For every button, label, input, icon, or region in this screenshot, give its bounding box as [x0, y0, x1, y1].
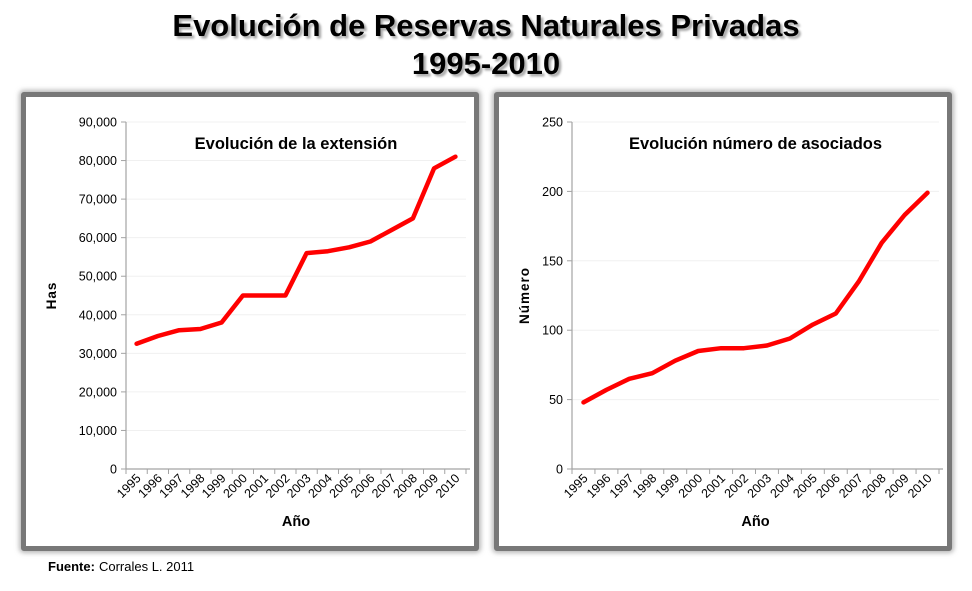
- y-tick-label: 200: [542, 185, 563, 199]
- y-tick-label: 150: [542, 254, 563, 268]
- x-tick-label: 1998: [630, 471, 660, 501]
- x-tick-label: 2006: [813, 471, 843, 501]
- x-tick-label: 2010: [433, 471, 463, 501]
- x-tick-label: 1995: [561, 471, 591, 501]
- y-tick-label: 250: [542, 116, 563, 130]
- x-tick-label: 2000: [676, 471, 706, 501]
- y-tick-label: 60,000: [79, 231, 117, 245]
- y-tick-label: 80,000: [79, 154, 117, 168]
- page-title-line2: 1995-2010: [411, 46, 561, 81]
- source-note: Fuente: Corrales L. 2011: [48, 559, 194, 574]
- x-tick-label: 1999: [653, 471, 683, 501]
- y-tick-label: 30,000: [79, 347, 117, 361]
- y-axis-title: Has: [44, 282, 59, 310]
- x-tick-label: 2005: [790, 471, 820, 501]
- x-tick-label: 2003: [745, 471, 775, 501]
- extension-chart-svg: 0 10,000 20,000 30,000 40,000 50,000 60,000 70,…: [44, 116, 470, 530]
- y-axis-title: Número: [517, 267, 532, 324]
- chart-title: Evolución número de asociados: [629, 135, 882, 153]
- x-tick-label: 1997: [607, 471, 637, 501]
- y-tick-label: 20,000: [79, 385, 117, 399]
- series-line: [134, 154, 458, 346]
- y-tick-label: 10,000: [79, 424, 117, 438]
- chart-title: Evolución de la extensión: [195, 135, 398, 153]
- y-tick-label: 50: [549, 393, 563, 407]
- x-tick-label: 2010: [905, 471, 935, 501]
- page-title-line1: Evolución de Reservas Naturales Privadas: [172, 8, 800, 43]
- x-tick-label: 2001: [699, 471, 729, 501]
- y-tick-label: 100: [542, 324, 563, 338]
- x-tick-label: 2009: [882, 471, 912, 501]
- source-label: Fuente:: [48, 559, 95, 574]
- series-line: [581, 190, 930, 405]
- y-tick-label: 0: [556, 463, 563, 477]
- x-tick-label: 2002: [722, 471, 752, 501]
- x-axis-title: Año: [741, 514, 769, 530]
- y-tick-label: 40,000: [79, 308, 117, 322]
- asociados-chart-panel: 0 50 100 150 200 250 1995 1996 1997 1998 1999 2000 2…: [494, 92, 952, 551]
- y-tick-label: 70,000: [79, 193, 117, 207]
- x-tick-label: 2004: [767, 471, 797, 501]
- x-tick-label: 2007: [836, 471, 866, 501]
- x-axis-title: Año: [282, 514, 310, 530]
- x-tick-label: 1996: [584, 471, 614, 501]
- source-text: Corrales L. 2011: [98, 559, 195, 574]
- y-tick-label: 50,000: [79, 270, 117, 284]
- extension-chart-panel: 0 10,000 20,000 30,000 40,000 50,000 60,000 70,…: [21, 92, 479, 551]
- y-tick-label: 90,000: [79, 116, 117, 130]
- y-tick-label: 0: [110, 463, 117, 477]
- x-tick-label: 2008: [859, 471, 889, 501]
- asociados-chart-svg: 0501001502002501995199619971998199920002…: [517, 116, 943, 530]
- page-title: Evolución de Reservas Naturales Privadas…: [0, 7, 972, 83]
